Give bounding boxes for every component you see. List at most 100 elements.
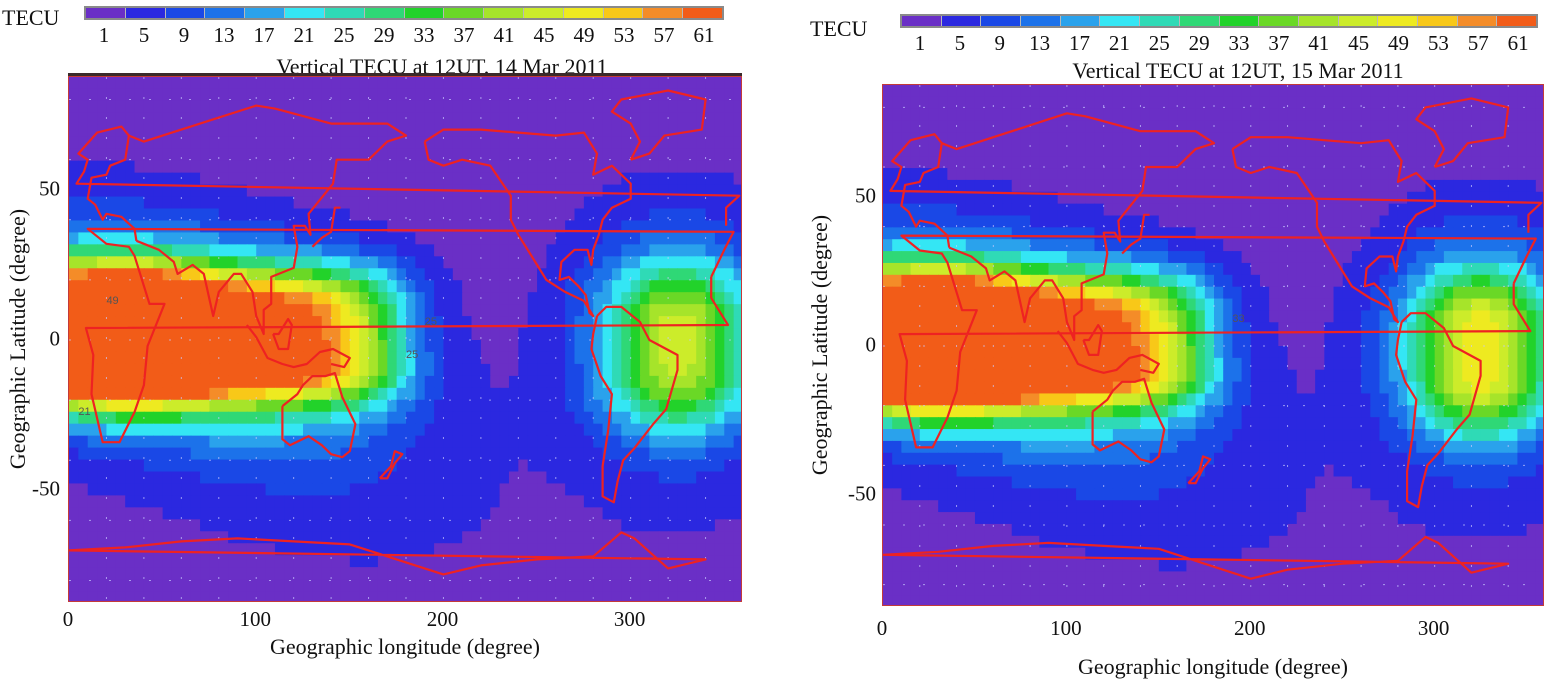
heatmap-cell <box>396 280 407 293</box>
heatmap-cell <box>377 77 388 90</box>
heatmap-cell <box>1057 298 1068 312</box>
heatmap-cell <box>546 112 557 126</box>
heatmap-cell <box>583 340 594 353</box>
heatmap-cell <box>181 507 192 520</box>
heatmap-cell <box>209 507 220 520</box>
heatmap-cell <box>78 399 89 413</box>
heatmap-cell <box>78 519 89 532</box>
heatmap-cell <box>1140 85 1151 98</box>
heatmap-cell <box>602 411 613 425</box>
heatmap-cell <box>480 304 491 317</box>
heatmap-cell <box>1094 227 1105 240</box>
heatmap-cell <box>621 256 632 269</box>
heatmap-cell <box>1103 168 1114 181</box>
heatmap-cell <box>1462 156 1473 169</box>
heatmap-cell <box>387 531 398 544</box>
heatmap-cell <box>284 483 295 496</box>
heatmap-cell <box>125 507 136 520</box>
heatmap-cell <box>1388 334 1399 347</box>
heatmap-cell <box>965 286 976 300</box>
heatmap-cell <box>974 203 985 217</box>
heatmap-cell <box>200 172 211 186</box>
heatmap-cell <box>78 77 89 90</box>
heatmap-cell <box>1508 144 1519 157</box>
heatmap-cell <box>143 256 154 269</box>
heatmap-cell <box>593 459 604 473</box>
heatmap-cell <box>938 310 948 323</box>
heatmap-cell <box>668 136 679 150</box>
heatmap-cell <box>527 328 538 341</box>
heatmap-cell <box>1416 108 1427 122</box>
heatmap-cell <box>1499 191 1509 205</box>
heatmap-cell <box>1517 179 1528 193</box>
heatmap-cell <box>443 579 454 592</box>
heatmap-cell <box>218 268 229 281</box>
heatmap-cell <box>218 495 229 508</box>
heatmap-cell <box>424 387 435 401</box>
heatmap-cell <box>415 220 426 233</box>
heatmap-cell <box>1259 298 1270 312</box>
heatmap-cell <box>424 567 435 580</box>
heatmap-cell <box>387 519 398 532</box>
heatmap-cell <box>1158 168 1169 181</box>
heatmap-cell <box>1232 251 1243 264</box>
heatmap-cell <box>733 495 741 508</box>
heatmap-cell <box>415 363 426 377</box>
heatmap-cell <box>984 156 994 169</box>
heatmap-cell <box>368 280 379 293</box>
heatmap-cell <box>228 196 239 210</box>
heatmap-cell <box>696 531 707 544</box>
heatmap-cell <box>331 387 342 401</box>
heatmap-cell <box>125 196 136 210</box>
heatmap-cell <box>209 88 220 102</box>
heatmap-cell <box>69 148 79 162</box>
heatmap-cell <box>480 172 491 186</box>
heatmap-cell <box>705 172 716 186</box>
heatmap-cell <box>218 340 229 353</box>
heatmap-cell <box>733 459 741 473</box>
heatmap-cell <box>630 148 641 162</box>
heatmap-cell <box>1140 179 1151 193</box>
heatmap-cell <box>303 112 313 126</box>
heatmap-cell <box>415 495 426 508</box>
heatmap-cell <box>349 543 360 556</box>
heatmap-cell <box>434 77 445 90</box>
heatmap-cell <box>228 136 239 150</box>
heatmap-cell <box>1489 251 1500 264</box>
heatmap-cell <box>424 459 435 473</box>
heatmap-cell <box>162 435 173 449</box>
heatmap-cell <box>265 208 276 222</box>
heatmap-cell <box>611 256 622 269</box>
heatmap-cell <box>574 447 585 461</box>
heatmap-cell <box>1342 251 1353 264</box>
heatmap-cell <box>892 298 902 312</box>
heatmap-cell <box>714 543 725 556</box>
heatmap-cell <box>686 423 697 437</box>
heatmap-cell <box>555 435 566 449</box>
heatmap-cell <box>284 447 295 461</box>
heatmap-cell <box>1278 334 1289 347</box>
heatmap-cell <box>359 387 370 401</box>
heatmap-cell <box>1057 239 1068 252</box>
heatmap-cell <box>265 196 276 210</box>
heatmap-cell <box>415 268 426 281</box>
heatmap-cell <box>97 591 108 601</box>
heatmap-cell <box>1315 85 1325 98</box>
heatmap-cell <box>1443 108 1454 122</box>
heatmap-cell <box>1030 179 1040 193</box>
heatmap-cell <box>349 459 360 473</box>
heatmap-cell <box>593 328 604 341</box>
heatmap-cell <box>284 399 295 413</box>
heatmap-cell <box>246 363 257 377</box>
heatmap-cell <box>1305 310 1316 323</box>
heatmap-cell <box>331 136 342 150</box>
heatmap-cell <box>237 124 248 138</box>
heatmap-cell <box>583 567 594 580</box>
heatmap-cell <box>1011 286 1022 300</box>
heatmap-cell <box>649 232 660 245</box>
heatmap-cell <box>1177 120 1188 134</box>
heatmap-cell <box>340 232 351 245</box>
heatmap-cell <box>349 483 360 496</box>
heatmap-cell <box>480 220 491 233</box>
heatmap-cell <box>1425 346 1436 359</box>
